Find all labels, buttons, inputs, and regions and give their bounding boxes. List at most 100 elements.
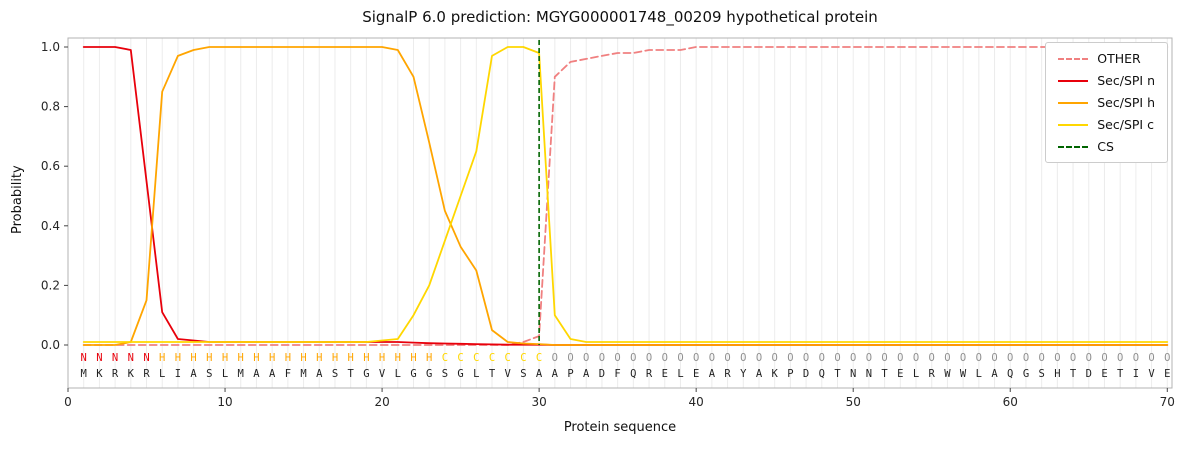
region-letter: O (677, 352, 683, 364)
region-letter: O (599, 352, 605, 364)
region-letter: O (866, 352, 872, 364)
sequence-letter: E (1101, 368, 1107, 380)
region-letter: H (379, 352, 385, 364)
sequence-letter: N (866, 368, 872, 380)
sequence-letter: F (614, 368, 620, 380)
region-letter: O (1023, 352, 1029, 364)
sequence-letter: T (1070, 368, 1077, 380)
sequence-letter: S (442, 368, 448, 380)
sequence-letter: S (1039, 368, 1045, 380)
sequence-letter: R (112, 368, 119, 380)
sequence-letter: Q (819, 368, 825, 380)
sequence-letter: T (348, 368, 355, 380)
sequence-letter: A (269, 368, 276, 380)
x-axis-label: Protein sequence (563, 420, 677, 435)
y-axis-label: Probability (10, 165, 25, 235)
legend-label: OTHER (1097, 51, 1141, 66)
legend-swatch (1058, 79, 1089, 82)
sequence-letter: D (1086, 368, 1092, 380)
sequence-letter: Q (630, 368, 636, 380)
region-letter: H (285, 352, 291, 364)
sequence-letter: S (332, 368, 338, 380)
sequence-letter: L (976, 368, 982, 380)
x-tick-label: 10 (217, 395, 232, 409)
region-letter: O (1101, 352, 1107, 364)
y-tick-label: 0.2 (41, 278, 60, 292)
region-letter: H (348, 352, 354, 364)
region-letter: O (740, 352, 746, 364)
y-tick-label: 1.0 (41, 40, 60, 54)
region-letter: H (410, 352, 416, 364)
series-lines (82, 46, 1169, 346)
region-letter: H (300, 352, 306, 364)
legend-item-sec-spi-c: Sec/SPI c (1058, 117, 1155, 132)
region-letter: O (881, 352, 887, 364)
region-letter: O (1117, 352, 1123, 364)
legend-label: Sec/SPI h (1097, 95, 1155, 110)
region-letter: C (536, 352, 542, 364)
legend-label: Sec/SPI n (1097, 73, 1155, 88)
region-letter: H (190, 352, 196, 364)
region-letter: N (112, 352, 118, 364)
sequence-letter: D (599, 368, 605, 380)
y-tick-label: 0.8 (41, 100, 60, 114)
region-letter: O (960, 352, 966, 364)
sequence-letter: G (1023, 368, 1029, 380)
sequence-letter: L (473, 368, 479, 380)
sequence-letter: W (960, 368, 967, 380)
region-letter: O (1054, 352, 1060, 364)
legend-item-sec-spi-h: Sec/SPI h (1058, 95, 1155, 110)
legend-swatch (1058, 145, 1089, 148)
sequence-letter: K (96, 368, 103, 380)
sequence-letter: S (520, 368, 526, 380)
region-letter: O (709, 352, 715, 364)
sequence-letter: T (489, 368, 496, 380)
region-letter: N (143, 352, 149, 364)
region-letter: O (819, 352, 825, 364)
sequence-letter: A (709, 368, 716, 380)
region-letter: O (1148, 352, 1154, 364)
sequence-letter: P (567, 368, 573, 380)
sequence-letter: M (238, 368, 244, 380)
region-letter: O (944, 352, 950, 364)
x-tick-label: 60 (1003, 395, 1018, 409)
region-letter: N (128, 352, 134, 364)
sequence-letter: W (944, 368, 951, 380)
legend-item-other: OTHER (1058, 51, 1155, 66)
grid-lines (83, 38, 1168, 388)
sequence-letter: S (206, 368, 212, 380)
sequence-letter: A (253, 368, 260, 380)
region-letter: O (614, 352, 620, 364)
region-letter: O (567, 352, 573, 364)
series-line-sec-spi-c (82, 46, 1169, 343)
y-tick-label: 0.4 (41, 219, 60, 233)
region-letter: C (489, 352, 495, 364)
y-tick-label: 0.6 (41, 159, 60, 173)
region-letter: O (1133, 352, 1139, 364)
region-letter: O (772, 352, 778, 364)
region-letter: C (442, 352, 448, 364)
sequence-letter: I (1133, 368, 1139, 380)
region-letter: H (316, 352, 322, 364)
region-letter: O (662, 352, 668, 364)
region-letter: C (473, 352, 479, 364)
sequence-letter: V (1148, 368, 1155, 380)
sequence-letter: M (300, 368, 306, 380)
sequence-letter: A (583, 368, 590, 380)
region-letter: O (1039, 352, 1045, 364)
region-letter: H (269, 352, 275, 364)
sequence-letter: L (677, 368, 683, 380)
region-letter: O (913, 352, 919, 364)
series-line-sec-spi-h (82, 46, 1169, 346)
region-letter: H (222, 352, 228, 364)
sequence-letter: D (803, 368, 809, 380)
region-letter: H (253, 352, 259, 364)
y-tick-label: 0.0 (41, 338, 60, 352)
region-letter: O (991, 352, 997, 364)
legend-label: Sec/SPI c (1097, 117, 1154, 132)
chart-title: SignalP 6.0 prediction: MGYG000001748_00… (362, 8, 878, 26)
